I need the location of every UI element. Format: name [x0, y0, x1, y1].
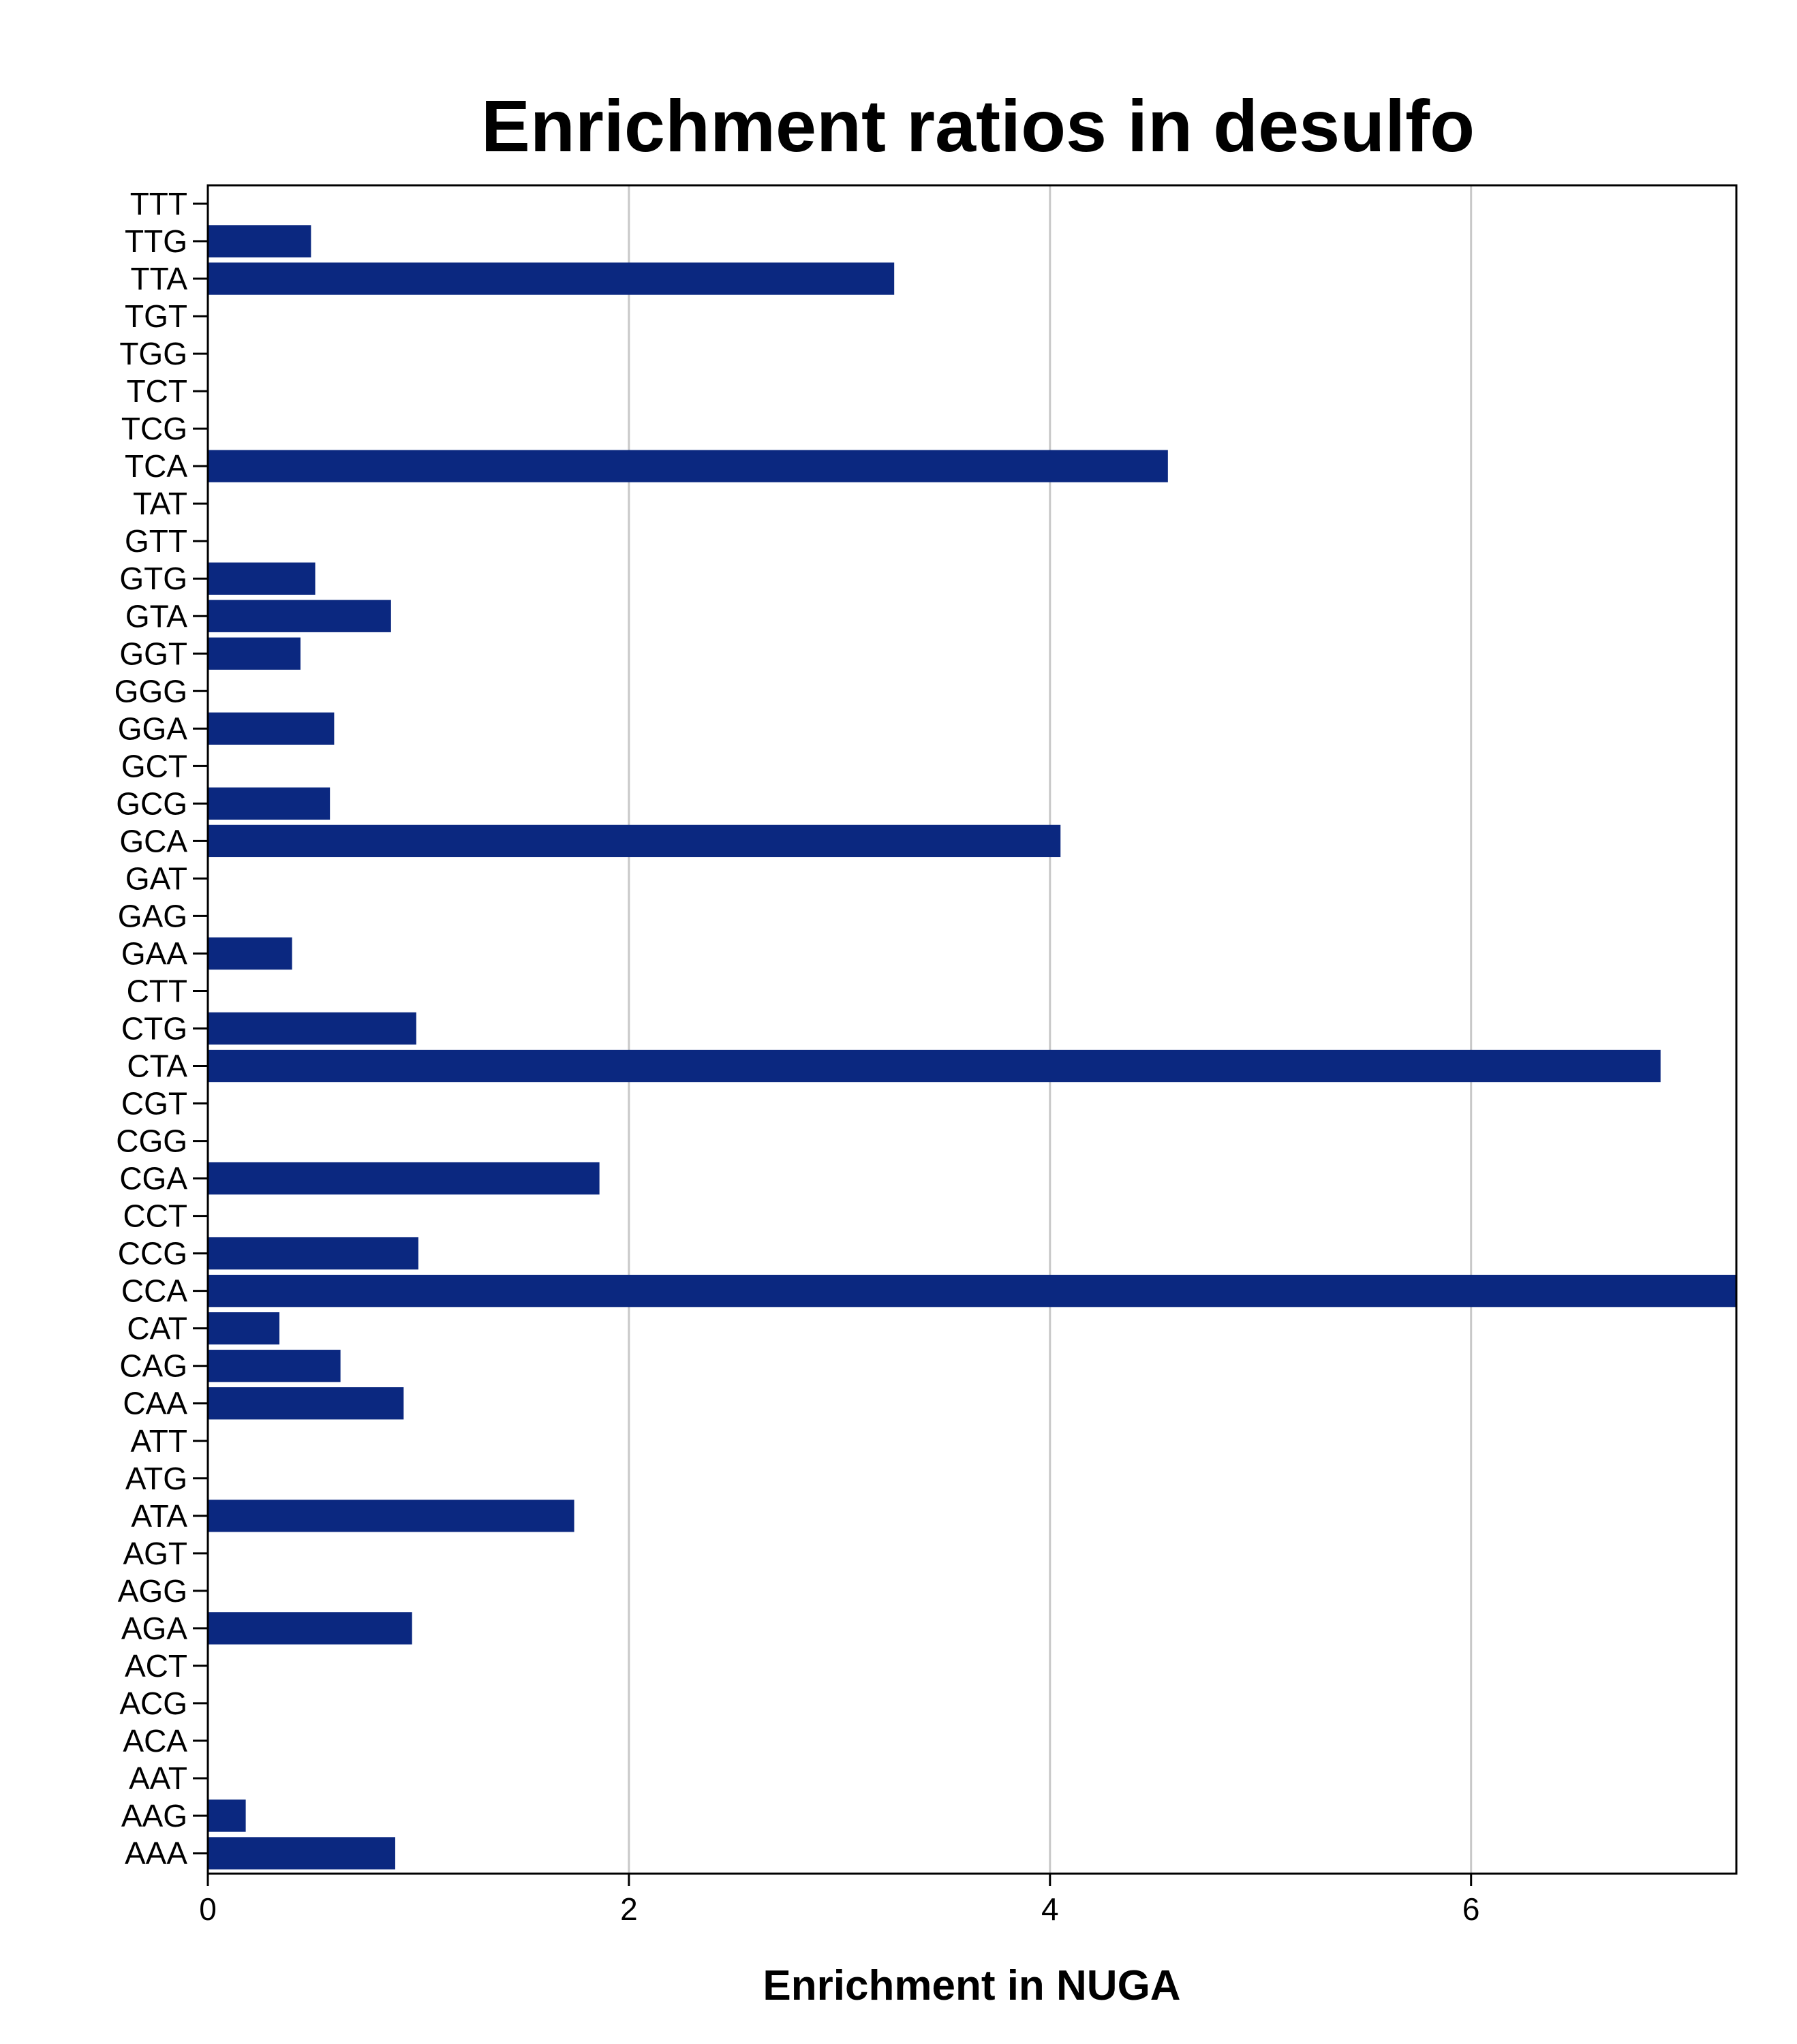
x-axis-label: Enrichment in NUGA [763, 1962, 1180, 2009]
y-tick-label: GTA [125, 598, 187, 634]
bar-aga [208, 1612, 412, 1645]
y-tick-label: GTT [125, 523, 187, 559]
bar-tta [208, 262, 895, 295]
y-tick-label: TCT [127, 373, 187, 409]
y-axis-ticks: AAAAAGAATACAACGACTAGAAGGAGTATAATGATTCAAC… [114, 186, 208, 1871]
y-tick-label: TTT [130, 186, 187, 221]
y-tick-label: CGA [119, 1161, 187, 1196]
x-axis-ticks: 0 2 4 6 [199, 1874, 1480, 1927]
bar-ctg [208, 1012, 416, 1045]
y-tick-label: GGA [118, 711, 188, 746]
bar-gga [208, 712, 335, 745]
y-tick-label: CTG [121, 1011, 187, 1047]
bar-cag [208, 1350, 341, 1382]
y-tick-label: CCT [123, 1198, 187, 1234]
y-tick-label: CCA [121, 1273, 187, 1309]
y-tick-label: AAA [125, 1836, 187, 1871]
y-tick-label: CAA [123, 1386, 187, 1421]
y-tick-label: GCT [121, 748, 187, 784]
bar-ata [208, 1500, 574, 1532]
bar-gta [208, 600, 391, 632]
y-tick-label: TTA [131, 261, 188, 296]
x-tick-label: 4 [1041, 1891, 1059, 1927]
y-tick-label: CGT [121, 1086, 187, 1121]
y-tick-label: GGG [114, 673, 187, 709]
bar-caa [208, 1387, 404, 1420]
y-tick-label: CTA [127, 1049, 187, 1084]
grid-lines [628, 185, 1473, 1874]
y-tick-label: ACG [119, 1686, 187, 1721]
bars [208, 225, 1736, 1870]
bar-gaa [208, 937, 292, 970]
bar-aag [208, 1799, 246, 1832]
bar-aaa [208, 1837, 395, 1870]
y-tick-label: TAT [133, 486, 187, 521]
bar-gtg [208, 562, 316, 595]
bar-cga [208, 1162, 600, 1195]
y-tick-label: ATG [125, 1461, 187, 1496]
bar-cta [208, 1049, 1661, 1083]
y-tick-label: CGG [116, 1124, 187, 1159]
x-tick-label: 6 [1462, 1891, 1480, 1927]
y-tick-label: TTG [125, 223, 187, 259]
y-tick-label: ACT [125, 1648, 187, 1684]
y-tick-label: TCG [121, 411, 187, 446]
y-tick-label: GCA [119, 823, 187, 858]
y-tick-label: CAT [127, 1311, 187, 1346]
bar-ttg [208, 225, 311, 258]
y-tick-label: TGG [119, 336, 187, 371]
y-tick-label: CCG [118, 1236, 187, 1271]
y-tick-label: AGT [123, 1536, 187, 1571]
chart-title: Enrichment ratios in desulfo [481, 84, 1475, 167]
y-tick-label: TCA [125, 448, 187, 484]
y-tick-label: AGA [121, 1611, 187, 1646]
y-tick-label: AAT [129, 1761, 187, 1796]
plot-frame [206, 184, 1738, 1875]
bar-cca [208, 1274, 1736, 1307]
x-tick-label: 2 [620, 1891, 638, 1927]
y-tick-label: CTT [127, 973, 187, 1008]
bar-gca [208, 824, 1061, 858]
y-tick-label: AAG [121, 1798, 187, 1833]
y-tick-label: GGT [119, 636, 187, 671]
y-tick-label: GTG [119, 561, 187, 596]
y-tick-label: CAG [119, 1348, 187, 1384]
y-tick-label: TGT [125, 298, 187, 334]
bar-cat [208, 1312, 280, 1345]
bar-ccg [208, 1237, 418, 1270]
y-tick-label: GAA [121, 935, 187, 971]
bar-ggt [208, 637, 301, 670]
bar-tca [208, 450, 1168, 482]
y-tick-label: GCG [116, 786, 187, 821]
y-tick-label: AGG [118, 1573, 187, 1609]
y-tick-label: ATA [131, 1498, 187, 1534]
bar-gcg [208, 787, 331, 820]
x-tick-label: 0 [199, 1891, 217, 1927]
y-tick-label: ACA [123, 1723, 187, 1759]
y-tick-label: GAT [125, 861, 187, 896]
y-tick-label: ATT [131, 1423, 187, 1459]
y-tick-label: GAG [118, 898, 187, 933]
